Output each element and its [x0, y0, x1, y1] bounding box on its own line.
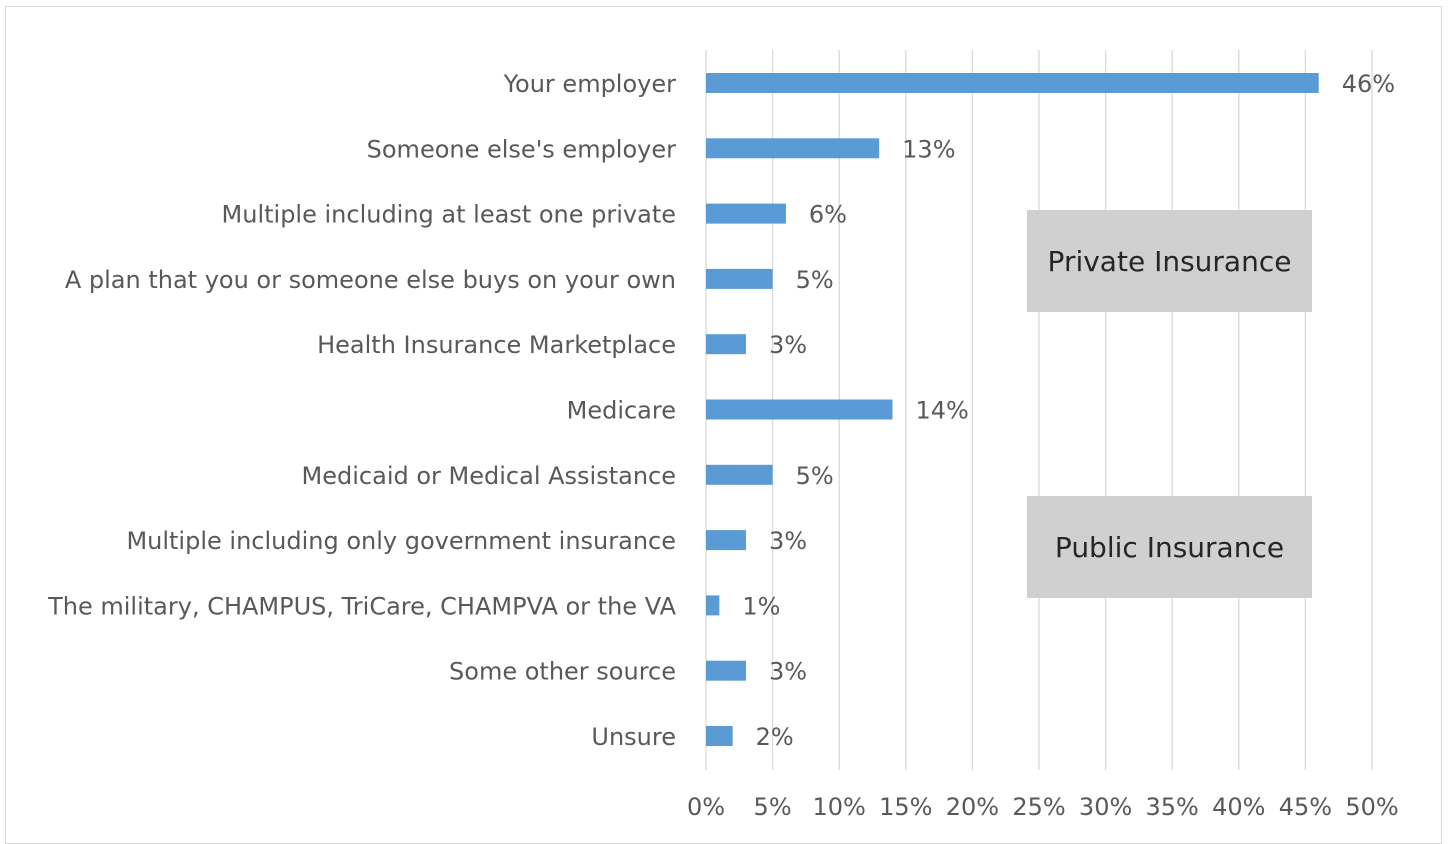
category-label: Some other source — [449, 658, 676, 686]
bar — [706, 203, 786, 224]
category-labels: Your employer Someone else's employer Mult… — [47, 70, 676, 751]
x-tick-label: 25% — [1012, 793, 1065, 821]
bar — [706, 268, 773, 289]
category-label: Multiple including only government insur… — [126, 527, 676, 555]
value-label: 5% — [796, 462, 834, 490]
value-label: 5% — [796, 266, 834, 294]
x-tick-labels: 0% 5% 10% 15% 20% 25% 30% 35% 40% 45% 50% — [687, 793, 1399, 821]
category-label: Someone else's employer — [367, 135, 676, 163]
category-label: Medicare — [567, 397, 676, 425]
value-label: 46% — [1342, 70, 1395, 98]
x-tick-label: 35% — [1146, 793, 1199, 821]
category-label: Unsure — [591, 723, 676, 751]
category-label: A plan that you or someone else buys on … — [65, 266, 676, 294]
x-tick-label: 20% — [946, 793, 999, 821]
category-label: Multiple including at least one private — [222, 201, 676, 229]
value-label: 14% — [915, 397, 968, 425]
public-insurance-annotation: Public Insurance — [1027, 496, 1312, 598]
bar — [706, 73, 1319, 93]
x-tick-label: 0% — [687, 793, 725, 821]
x-tick-label: 45% — [1279, 793, 1332, 821]
x-tick-label: 30% — [1079, 793, 1132, 821]
bar — [706, 530, 746, 551]
value-label: 3% — [769, 658, 807, 686]
private-insurance-annotation: Private Insurance — [1027, 210, 1312, 312]
bar — [706, 660, 746, 681]
x-tick-label: 10% — [813, 793, 866, 821]
x-tick-label: 15% — [879, 793, 932, 821]
category-label: Your employer — [503, 70, 677, 98]
category-label: Health Insurance Marketplace — [317, 331, 676, 359]
value-label: 2% — [756, 723, 794, 751]
bar — [706, 334, 746, 355]
category-label: The military, CHAMPUS, TriCare, CHAMPVA … — [47, 592, 676, 620]
bar — [706, 726, 733, 746]
gridlines — [705, 50, 1373, 770]
category-label: Medicaid or Medical Assistance — [302, 462, 676, 490]
value-label: 3% — [769, 331, 807, 359]
x-tick-label: 40% — [1212, 793, 1265, 821]
value-labels: 46% 13% 6% 5% 3% 14% 5% 3% 1% 3% 2% — [742, 70, 1395, 751]
bars — [706, 73, 1319, 746]
value-label: 3% — [769, 527, 807, 555]
bar — [706, 464, 773, 485]
bar — [706, 138, 880, 159]
x-tick-label: 50% — [1345, 793, 1398, 821]
bar — [706, 399, 893, 420]
bar — [706, 595, 720, 616]
value-label: 1% — [742, 592, 780, 620]
value-label: 6% — [809, 201, 847, 229]
x-tick-label: 5% — [754, 793, 792, 821]
value-label: 13% — [902, 135, 955, 163]
